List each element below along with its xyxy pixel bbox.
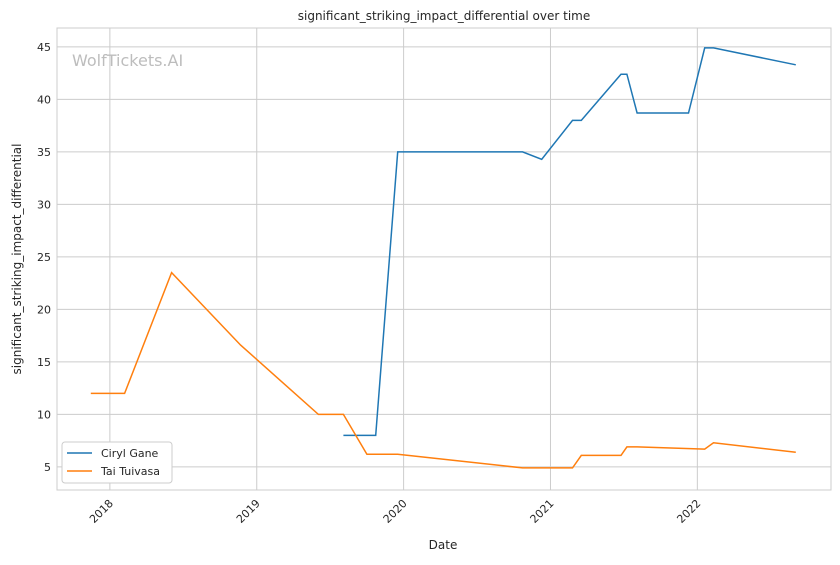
legend: Ciryl Gane Tai Tuivasa — [61, 441, 173, 484]
x-tick-label: 2019 — [234, 497, 263, 526]
x-tick-label: 2022 — [674, 497, 703, 526]
watermark: WolfTickets.AI — [72, 51, 183, 70]
chart-title: significant_striking_impact_differential… — [298, 9, 590, 23]
y-tick-label: 10 — [37, 408, 51, 421]
grid — [57, 28, 831, 490]
y-tick-label: 45 — [37, 41, 51, 54]
legend-label-tai-tuivasa: Tai Tuivasa — [100, 465, 160, 478]
plot-frame — [56, 27, 832, 491]
y-tick-label: 40 — [37, 93, 51, 106]
series-line-ciryl-gane — [343, 47, 796, 437]
x-tick-label: 2018 — [87, 497, 116, 526]
series-line-tai-tuivasa — [90, 271, 796, 469]
y-tick-label: 15 — [37, 356, 51, 369]
x-axis: 2018 2019 2020 2021 2022 — [87, 497, 703, 526]
y-tick-label: 30 — [37, 198, 51, 211]
x-tick-label: 2021 — [528, 497, 557, 526]
legend-label-ciryl-gane: Ciryl Gane — [101, 447, 159, 460]
y-tick-label: 25 — [37, 251, 51, 264]
y-axis: 5 10 15 20 25 30 35 40 45 — [37, 41, 51, 474]
y-tick-label: 20 — [37, 303, 51, 316]
y-tick-label: 35 — [37, 146, 51, 159]
x-tick-label: 2020 — [381, 497, 410, 526]
y-tick-label: 5 — [44, 461, 51, 474]
y-axis-label: significant_striking_impact_differential — [10, 144, 24, 375]
series-lines — [90, 47, 796, 469]
x-axis-label: Date — [429, 538, 458, 552]
